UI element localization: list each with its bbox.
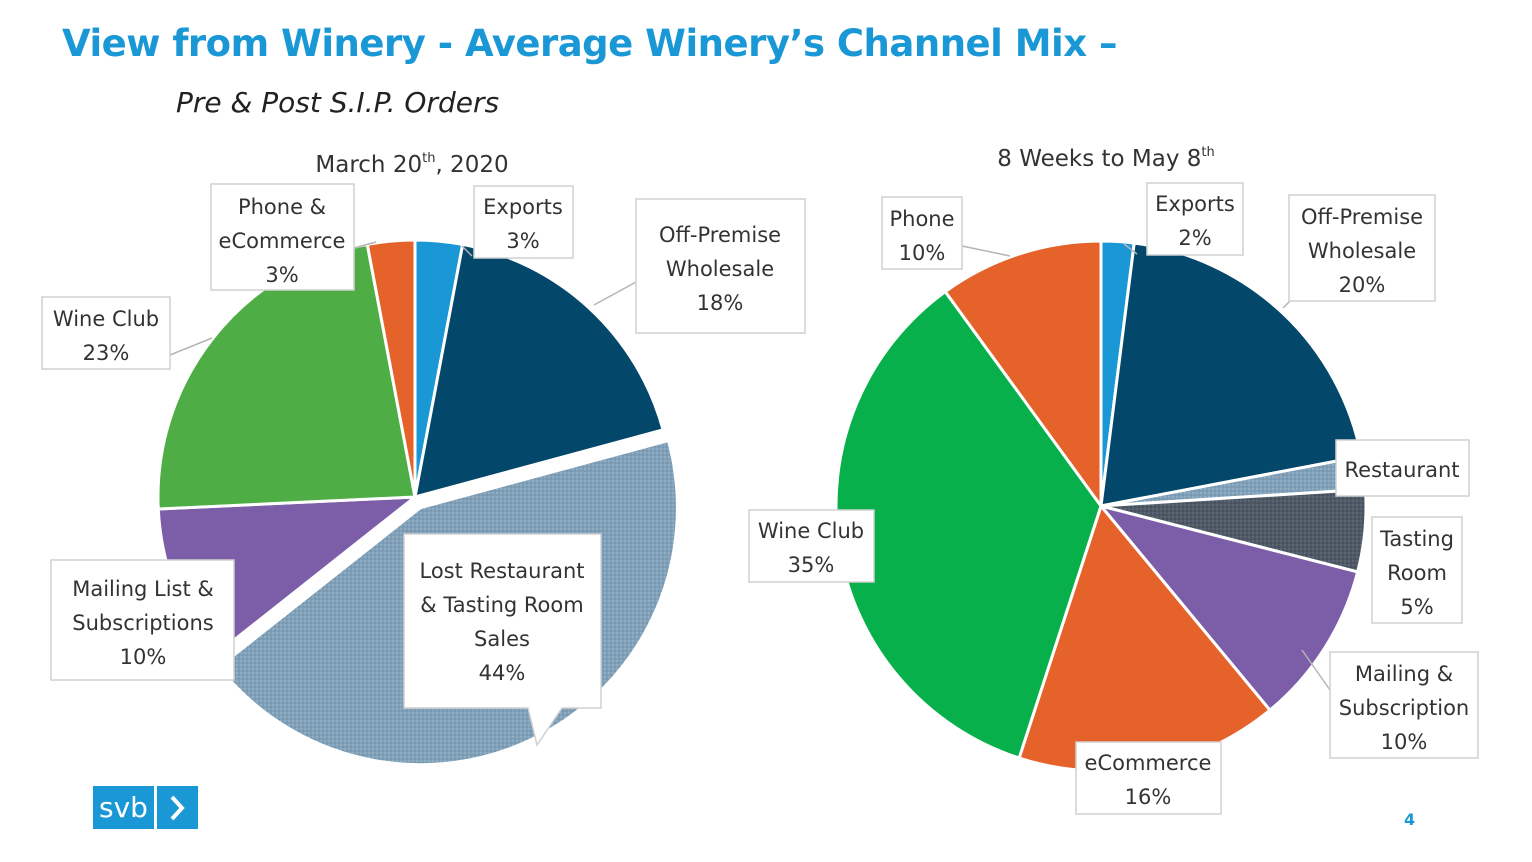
slide-subtitle: Pre & Post S.I.P. Orders (176, 86, 500, 119)
label-right-wine-club: Wine Club 35% (748, 509, 875, 583)
label-right-ecommerce-name: eCommerce (1085, 751, 1212, 775)
chevron-right-icon (156, 786, 198, 829)
label-right-wine-club-name: Wine Club (758, 519, 864, 543)
label-right-ecommerce-pct: 16% (1125, 785, 1172, 809)
label-left-off-premise-line2: Wholesale (666, 257, 774, 281)
label-right-tasting: Tasting Room 5% (1371, 516, 1463, 624)
label-left-wine-club-name: Wine Club (53, 307, 159, 331)
pie-slice-right-phone (943, 239, 1103, 508)
label-right-restaurant: Restaurant (1335, 439, 1470, 497)
label-left-phone-line1: Phone & (238, 195, 326, 219)
label-right-exports: Exports 2% (1123, 182, 1244, 256)
right-pie (834, 239, 1368, 773)
label-right-mailing-line2: Subscription (1339, 696, 1469, 720)
label-left-lost-pct: 44% (479, 661, 526, 685)
label-right-exports-name: Exports (1155, 192, 1235, 216)
label-left-exports-name: Exports (483, 195, 563, 219)
label-left-lost-restaurant: Lost Restaurant & Tasting Room Sales 44% (403, 533, 602, 747)
label-left-exports-pct: 3% (506, 229, 539, 253)
label-right-wine-club-pct: 35% (788, 553, 835, 577)
label-left-off-premise-pct: 18% (697, 291, 744, 315)
label-right-exports-pct: 2% (1178, 226, 1211, 250)
label-left-mailing-line1: Mailing List & (72, 577, 214, 601)
slide-title: View from Winery - Average Winery’s Chan… (62, 22, 1117, 65)
label-left-phone: Phone & eCommerce 3% (210, 183, 377, 291)
label-right-mailing: Mailing & Subscription 10% (1301, 649, 1479, 759)
label-right-tasting-line2: Room (1387, 561, 1447, 585)
label-left-phone-pct: 3% (265, 263, 298, 287)
label-right-off-premise: Off-Premise Wholesale 20% (1282, 194, 1436, 309)
label-right-phone-pct: 10% (899, 241, 946, 265)
left-chart-title: March 20th, 2020 (315, 151, 508, 178)
label-left-mailing: Mailing List & Subscriptions 10% (50, 559, 235, 681)
label-right-off-premise-line2: Wholesale (1308, 239, 1416, 263)
label-left-lost-line2: & Tasting Room (420, 593, 583, 617)
label-right-phone: Phone 10% (881, 196, 1011, 270)
right-chart-title: 8 Weeks to May 8th (997, 145, 1215, 172)
label-left-mailing-pct: 10% (120, 645, 167, 669)
svb-logo: svb (93, 786, 198, 829)
label-left-lost-line3: Sales (474, 627, 530, 651)
svb-logo-text: svb (93, 786, 154, 829)
label-right-mailing-line1: Mailing & (1355, 662, 1453, 686)
right-chart-title-sup: th (1201, 145, 1214, 160)
label-right-tasting-pct: 5% (1400, 595, 1433, 619)
left-chart-title-tail: , 2020 (435, 152, 508, 178)
page-number: 4 (1404, 810, 1416, 829)
pie-slice-right-mailing-subscription (1099, 504, 1360, 712)
label-left-exports: Exports 3% (461, 185, 574, 259)
label-right-phone-name: Phone (889, 207, 954, 231)
label-left-mailing-line2: Subscriptions (72, 611, 213, 635)
label-left-off-premise-line1: Off-Premise (659, 223, 781, 247)
label-left-phone-line2: eCommerce (219, 229, 346, 253)
label-right-tasting-line1: Tasting (1379, 527, 1454, 551)
left-chart-title-main: March 20 (315, 152, 422, 178)
label-right-off-premise-pct: 20% (1339, 273, 1386, 297)
label-left-lost-line1: Lost Restaurant (420, 559, 585, 583)
right-chart-title-main: 8 Weeks to May 8 (997, 146, 1201, 172)
label-left-wine-club: Wine Club 23% (41, 296, 213, 370)
label-right-mailing-pct: 10% (1381, 730, 1428, 754)
label-right-off-premise-line1: Off-Premise (1301, 205, 1423, 229)
label-left-off-premise: Off-Premise Wholesale 18% (593, 198, 806, 334)
label-right-restaurant-name: Restaurant (1345, 458, 1460, 482)
left-chart-title-sup: th (422, 151, 435, 166)
label-right-ecommerce: eCommerce 16% (1075, 741, 1222, 815)
label-left-wine-club-pct: 23% (83, 341, 130, 365)
